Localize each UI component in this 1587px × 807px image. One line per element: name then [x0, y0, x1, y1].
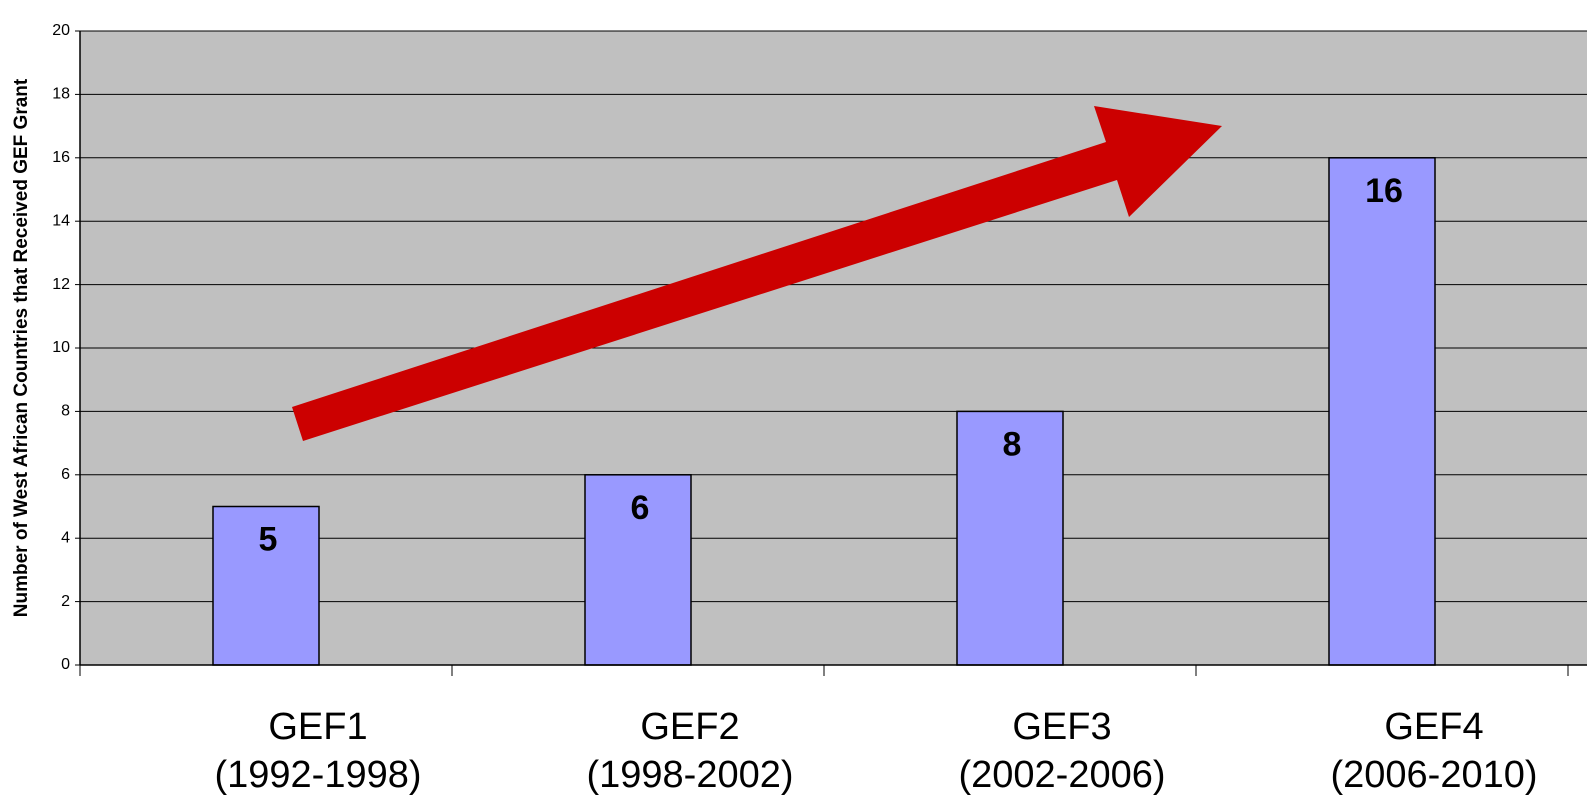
- y-tick-label: 16: [52, 149, 70, 166]
- bar: [584, 474, 692, 666]
- y-tick-label: 6: [61, 466, 70, 483]
- y-tick-label: 14: [52, 212, 70, 229]
- y-tick-label: 4: [61, 529, 70, 546]
- bars: [212, 157, 1436, 666]
- data-label: 8: [1003, 425, 1022, 463]
- x-tick-label: GEF1 (1992-1998): [214, 706, 422, 796]
- bar: [1328, 157, 1436, 666]
- bar: [212, 505, 320, 666]
- x-tick-label: GEF2 (1998-2002): [586, 706, 794, 796]
- data-label: 16: [1365, 172, 1403, 210]
- x-tick-label: GEF3 (2002-2006): [958, 706, 1166, 796]
- data-label: 6: [631, 489, 650, 527]
- y-tick-label: 0: [61, 656, 70, 673]
- data-label: 5: [259, 520, 278, 558]
- y-tick-label: 2: [61, 593, 70, 610]
- trend-arrow: [292, 106, 1222, 441]
- x-tick-label: GEF4 (2006-2010): [1330, 706, 1538, 796]
- bar: [956, 410, 1064, 666]
- y-tick-label: 10: [52, 339, 70, 356]
- y-tick-label: 18: [52, 86, 70, 103]
- y-axis-title: Number of West African Countries that Re…: [11, 78, 32, 617]
- grid: [80, 30, 1587, 666]
- y-tick-label: 12: [52, 276, 70, 293]
- y-tick-label: 8: [61, 403, 70, 420]
- y-tick-label: 20: [52, 22, 70, 39]
